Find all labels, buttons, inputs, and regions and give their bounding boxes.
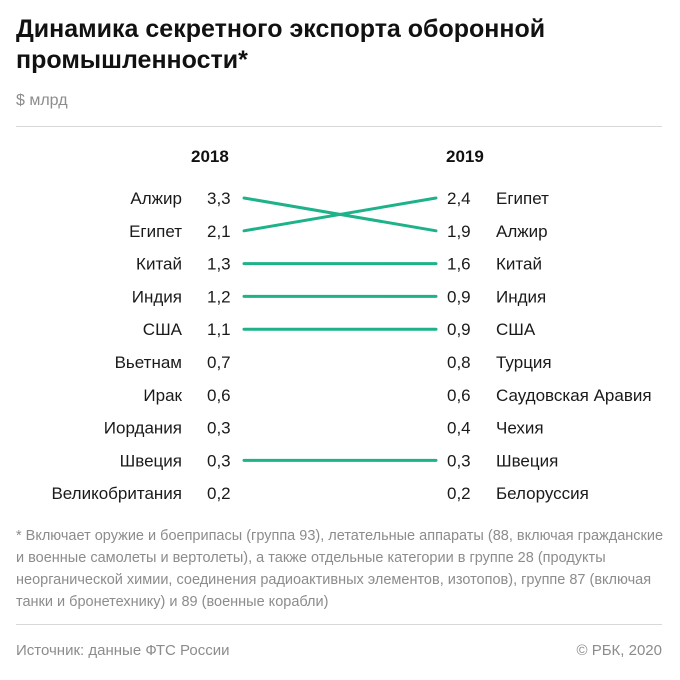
right-value-label: 0,4 — [447, 419, 471, 438]
right-value-label: 0,2 — [447, 484, 471, 503]
left-country-label: Великобритания — [51, 484, 182, 503]
right-country-label: Чехия — [496, 419, 544, 438]
left-country-label: США — [143, 320, 183, 339]
chart-title: Динамика секретного экспорта оборонной п… — [16, 15, 546, 74]
left-country-label: Китай — [136, 255, 182, 274]
right-country-label: Египет — [496, 189, 549, 208]
right-value-label: 1,6 — [447, 255, 471, 274]
left-value-label: 1,2 — [207, 287, 231, 306]
left-value-label: 0,3 — [207, 451, 231, 470]
right-country-label: Китай — [496, 255, 542, 274]
right-value-label: 1,9 — [447, 222, 471, 241]
right-value-label: 0,3 — [447, 451, 471, 470]
left-country-label: Иордания — [104, 419, 182, 438]
right-value-label: 0,8 — [447, 353, 471, 372]
unit-label: $ млрд — [16, 92, 68, 109]
right-country-label: Индия — [496, 287, 546, 306]
left-value-label: 0,6 — [207, 386, 231, 405]
left-value-label: 0,7 — [207, 353, 231, 372]
source-note: Источник: данные ФТС России — [16, 642, 230, 659]
left-value-label: 2,1 — [207, 222, 231, 241]
left-country-label: Ирак — [143, 386, 182, 405]
right-country-label: Турция — [496, 353, 552, 372]
footnote: * Включает оружие и боеприпасы (группа 9… — [16, 528, 664, 610]
right-country-label: Саудовская Аравия — [496, 386, 652, 405]
left-country-label: Индия — [132, 287, 182, 306]
top-divider — [16, 126, 662, 127]
right-value-label: 0,9 — [447, 287, 471, 306]
left-value-label: 0,2 — [207, 484, 231, 503]
right-value-label: 0,6 — [447, 386, 471, 405]
right-country-label: США — [496, 320, 536, 339]
left-value-label: 1,3 — [207, 255, 231, 274]
left-value-label: 3,3 — [207, 189, 231, 208]
connector-line — [242, 196, 438, 233]
year-right-label: 2019 — [446, 147, 484, 166]
left-country-label: Вьетнам — [115, 353, 182, 372]
left-value-label: 1,1 — [207, 320, 231, 339]
right-country-label: Алжир — [496, 222, 548, 241]
left-value-label: 0,3 — [207, 419, 231, 438]
copyright: © РБК, 2020 — [576, 642, 662, 659]
left-country-label: Швеция — [120, 451, 182, 470]
year-left-label: 2018 — [191, 147, 229, 166]
left-country-label: Алжир — [130, 189, 182, 208]
right-country-label: Белоруссия — [496, 484, 589, 503]
slope-chart: Алжир 3,3 Египет 2,1 Китай 1,3 Индия 1,2 США 1,1 В… — [51, 189, 652, 503]
right-value-label: 0,9 — [447, 320, 471, 339]
right-country-label: Швеция — [496, 451, 558, 470]
bottom-divider — [16, 624, 662, 625]
left-country-label: Египет — [129, 222, 182, 241]
right-value-label: 2,4 — [447, 189, 471, 208]
